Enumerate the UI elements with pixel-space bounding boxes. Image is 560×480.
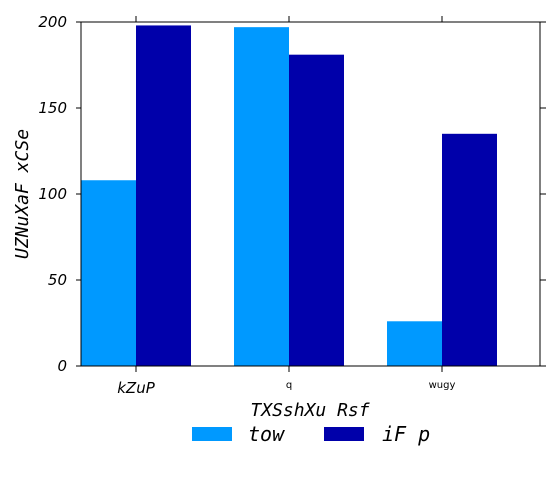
- ticks-layer: [76, 16, 546, 372]
- y-tick-label-200: 200: [38, 13, 67, 31]
- bar-tow-wugy: [387, 321, 442, 366]
- bars-layer: [81, 25, 497, 367]
- legend: tow iF p: [192, 422, 430, 446]
- x-tick-label-q: q: [286, 380, 292, 391]
- y-tick-label-0: 0: [57, 357, 67, 375]
- bar-if-p-q: [289, 54, 344, 367]
- legend-swatch-tow: [192, 427, 232, 441]
- y-tick-label-150: 150: [38, 99, 67, 117]
- legend-swatch-if-p: [324, 427, 364, 441]
- y-axis-title: UZNuXaF xCSe: [12, 129, 33, 259]
- x-tick-labels: kZuP q wugy: [117, 379, 455, 397]
- x-axis-title: TXSshXu Rsf: [250, 400, 369, 421]
- bar-tow-kzup: [81, 180, 136, 366]
- y-tick-label-50: 50: [48, 271, 67, 289]
- bar-if-p-kzup: [136, 25, 191, 366]
- x-tick-label-kzup: kZuP: [117, 379, 155, 397]
- legend-label-if-p: iF p: [382, 422, 430, 446]
- legend-label-tow: tow: [248, 422, 285, 446]
- y-tick-label-100: 100: [38, 185, 67, 203]
- bar-tow-q: [234, 27, 289, 366]
- bar-if-p-wugy: [442, 133, 497, 366]
- x-tick-label-wugy: wugy: [429, 380, 456, 391]
- y-tick-labels: 0 50 100 150 200: [38, 13, 67, 375]
